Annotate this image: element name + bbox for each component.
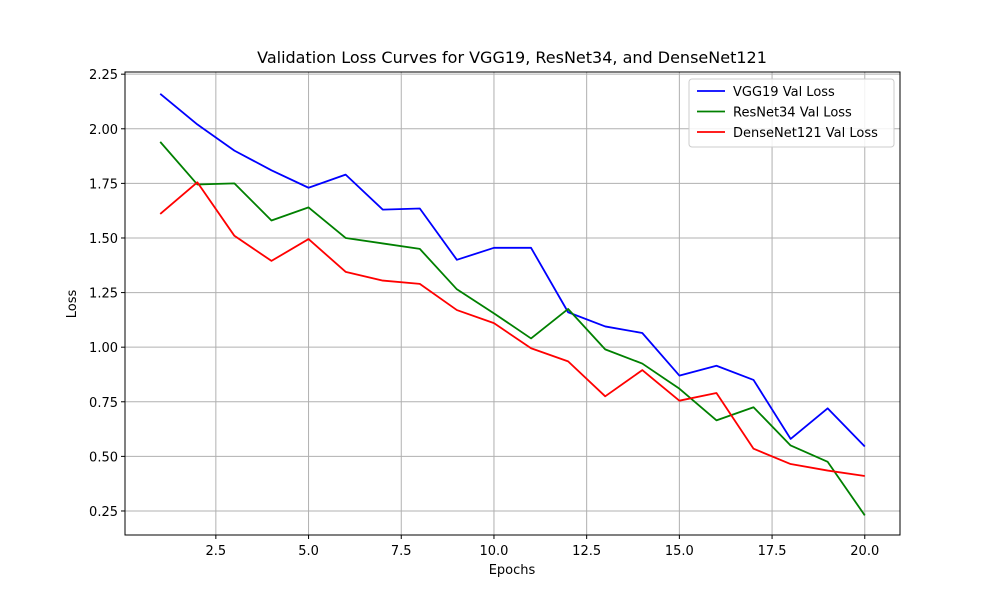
legend: VGG19 Val Loss ResNet34 Val Loss DenseNet1… — [688, 78, 895, 148]
x-tick-label: 7.5 — [391, 544, 412, 559]
x-axis: 2.5 5.0 7.5 10.0 12.5 15.0 17.5 20.0 — [206, 535, 879, 559]
y-axis: 0.25 0.50 0.75 1.00 1.25 1.50 1.75 2.00 2.25 — [89, 68, 125, 520]
y-tick-label: 2.00 — [89, 123, 118, 138]
x-tick-label: 2.5 — [206, 544, 227, 559]
plot-frame — [124, 71, 901, 536]
y-tick-label: 0.75 — [89, 396, 118, 411]
legend-label: ResNet34 Val Loss — [733, 106, 852, 121]
x-axis-title: Epochs — [489, 563, 536, 578]
x-tick-label: 17.5 — [758, 544, 787, 559]
x-tick-label: 10.0 — [479, 544, 508, 559]
series-line-1 — [159, 141, 866, 516]
y-axis-title: Loss — [65, 290, 80, 319]
y-tick-label: 1.00 — [89, 341, 118, 356]
series-lines — [159, 93, 866, 516]
legend-box — [688, 78, 895, 148]
x-tick-label: 20.0 — [850, 544, 879, 559]
legend-label: VGG19 Val Loss — [733, 85, 835, 100]
x-tick-label: 15.0 — [665, 544, 694, 559]
legend-label: DenseNet121 Val Loss — [733, 126, 878, 141]
y-tick-label: 2.25 — [89, 68, 118, 83]
x-tick-label: 5.0 — [298, 544, 319, 559]
y-tick-label: 1.50 — [89, 232, 118, 247]
y-tick-label: 1.75 — [89, 177, 118, 192]
x-tick-label: 12.5 — [572, 544, 601, 559]
y-tick-label: 0.50 — [89, 450, 118, 465]
y-tick-label: 0.25 — [89, 505, 118, 520]
series-line-0 — [159, 93, 866, 448]
series-line-2 — [159, 181, 865, 477]
chart-title: Validation Loss Curves for VGG19, ResNet… — [257, 48, 767, 67]
y-tick-label: 1.25 — [89, 287, 118, 302]
